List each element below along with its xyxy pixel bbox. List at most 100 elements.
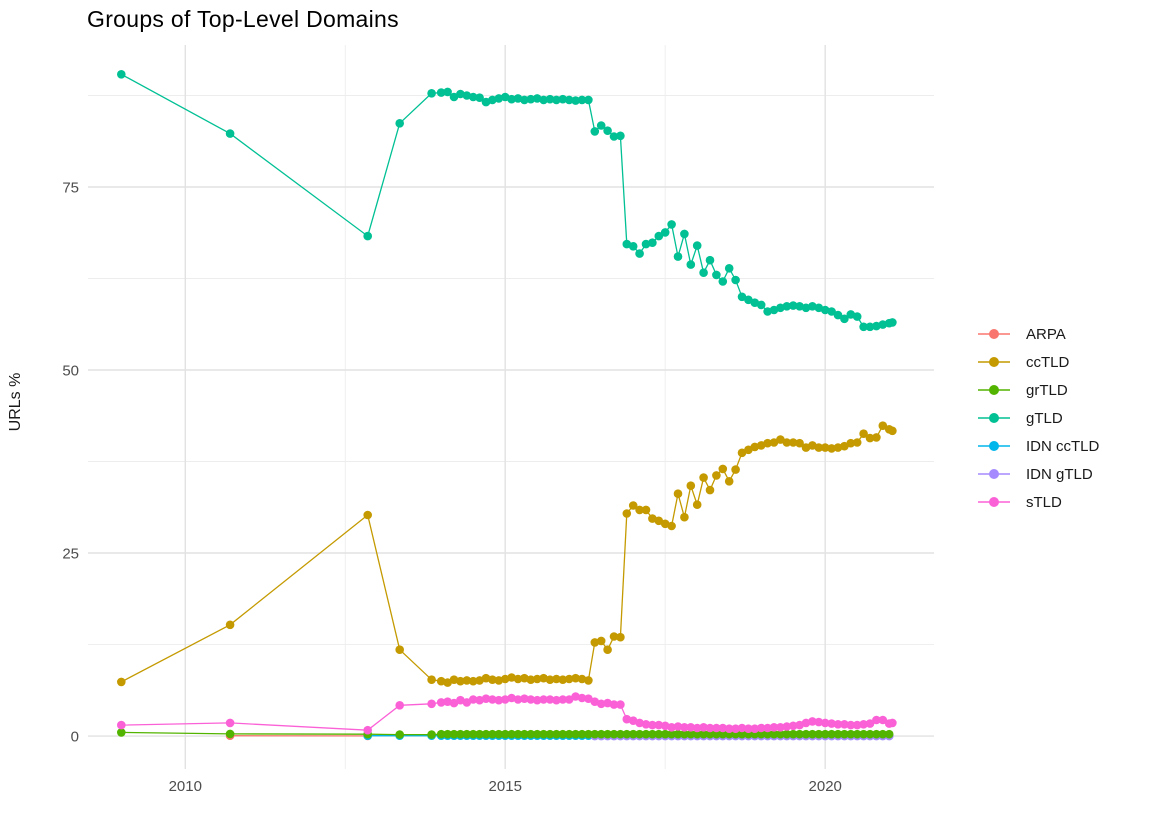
data-point [782, 438, 792, 447]
data-point [782, 302, 792, 311]
data-point [692, 500, 702, 510]
data-point [724, 477, 734, 486]
data-point [673, 729, 683, 739]
data-point [635, 729, 644, 739]
data-point [616, 131, 625, 141]
data-point [718, 277, 728, 286]
data-point [488, 675, 497, 684]
data-point [888, 426, 897, 436]
data-point [628, 501, 638, 510]
data-point [872, 433, 881, 442]
series-stld [117, 692, 897, 735]
data-point [427, 730, 436, 739]
data-point [558, 695, 568, 704]
data-point [571, 673, 580, 683]
y-tick-label: 25 [62, 545, 79, 562]
data-point [395, 645, 405, 654]
legend-key-grtld [978, 385, 1010, 395]
data-point [564, 729, 574, 739]
x-tick-label: 2015 [489, 778, 522, 795]
data-point [712, 729, 721, 739]
data-point [117, 720, 126, 730]
data-point [705, 485, 715, 495]
data-point [494, 729, 504, 739]
data-point [395, 730, 405, 739]
data-point [552, 695, 561, 705]
data-point [820, 729, 830, 739]
data-point [820, 443, 830, 452]
data-point [590, 729, 600, 739]
data-point [635, 249, 644, 258]
legend-label: gTLD [1026, 409, 1063, 427]
data-point [117, 677, 126, 687]
data-point [865, 729, 875, 739]
data-point [584, 694, 593, 703]
data-point [814, 717, 824, 727]
legend-item-idn-gtld: IDN gTLD [976, 460, 1099, 488]
data-point [827, 719, 836, 728]
data-point [558, 729, 568, 739]
data-series [117, 70, 897, 741]
data-point [878, 421, 888, 431]
data-point [507, 94, 516, 104]
data-point [635, 718, 644, 728]
data-point [692, 723, 702, 733]
data-point [699, 268, 708, 278]
data-point [513, 695, 523, 704]
data-point [436, 698, 446, 707]
data-point [520, 729, 529, 739]
data-point [468, 695, 478, 704]
legend-label: ccTLD [1026, 353, 1070, 371]
data-point [795, 438, 804, 448]
data-point [686, 481, 696, 491]
data-point [494, 695, 504, 705]
data-point [654, 231, 664, 241]
legend-key-idn-gtld [978, 469, 1010, 479]
data-point [641, 720, 651, 729]
data-point [680, 229, 689, 239]
data-point [117, 70, 126, 79]
data-point [744, 295, 753, 305]
data-point [436, 729, 446, 739]
data-point [363, 510, 373, 520]
data-point [782, 729, 792, 739]
data-point [788, 301, 798, 310]
legend-label: IDN gTLD [1026, 465, 1093, 483]
data-point [443, 729, 452, 739]
data-point [756, 300, 766, 310]
data-point [475, 729, 484, 739]
data-point [878, 320, 888, 329]
legend-label: ARPA [1026, 325, 1066, 343]
data-point [552, 674, 561, 684]
data-point [833, 720, 843, 729]
x-tick-label: 2010 [169, 778, 202, 795]
data-point [552, 95, 561, 105]
data-point [692, 729, 702, 739]
data-point [596, 636, 606, 646]
data-point [712, 471, 721, 480]
data-point [737, 723, 747, 733]
gridlines [88, 45, 934, 769]
data-point [865, 322, 875, 332]
data-point [660, 729, 670, 739]
data-point [840, 720, 849, 729]
data-point [833, 443, 843, 452]
data-point [622, 729, 632, 739]
legend-key-gtld [978, 413, 1010, 423]
data-point [763, 723, 772, 733]
data-point [462, 676, 472, 685]
data-point [788, 438, 798, 447]
data-point [718, 729, 728, 739]
data-point [731, 275, 740, 285]
data-point [731, 724, 740, 733]
legend-item-cctld: ccTLD [976, 348, 1099, 376]
series-cctld [117, 421, 897, 687]
data-point [395, 701, 405, 710]
data-point [584, 676, 593, 685]
data-point [532, 674, 542, 684]
data-point [513, 674, 523, 684]
data-point [737, 292, 747, 302]
data-point [654, 729, 664, 739]
x-tick-label: 2020 [809, 778, 842, 795]
data-point [545, 675, 555, 684]
